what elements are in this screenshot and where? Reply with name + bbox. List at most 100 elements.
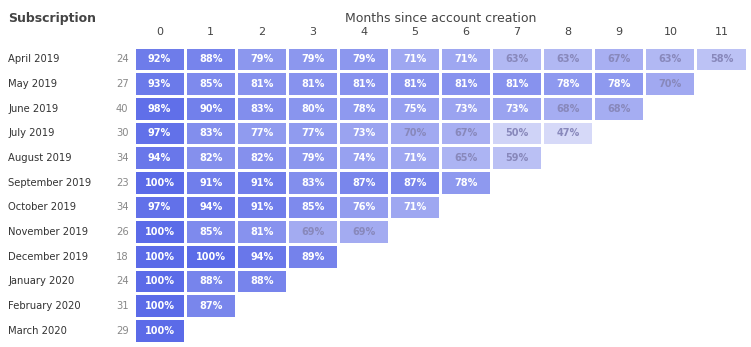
Text: 78%: 78% [454, 178, 478, 188]
Bar [340, 73, 388, 95]
Bar [698, 49, 746, 70]
Text: 100%: 100% [144, 252, 174, 262]
Text: 69%: 69% [352, 227, 376, 237]
Text: 98%: 98% [148, 104, 171, 114]
Text: 34: 34 [116, 153, 128, 163]
Text: August 2019: August 2019 [8, 153, 71, 163]
Bar [135, 320, 183, 341]
Text: 87%: 87% [403, 178, 427, 188]
Text: 81%: 81% [301, 79, 324, 89]
Text: 94%: 94% [148, 153, 171, 163]
Bar [391, 98, 439, 119]
Text: February 2020: February 2020 [8, 301, 80, 311]
Bar [186, 246, 234, 268]
Bar [237, 221, 285, 243]
Bar [186, 73, 234, 95]
Bar [135, 271, 183, 292]
Text: 90%: 90% [199, 104, 222, 114]
Bar [186, 172, 234, 194]
Bar [288, 221, 337, 243]
Text: 85%: 85% [301, 202, 324, 212]
Text: 87%: 87% [199, 301, 222, 311]
Text: May 2019: May 2019 [8, 79, 57, 89]
Bar [493, 147, 541, 169]
Text: 88%: 88% [250, 276, 273, 286]
Bar [647, 49, 695, 70]
Bar [442, 147, 490, 169]
Text: 88%: 88% [199, 276, 222, 286]
Text: 100%: 100% [144, 178, 174, 188]
Text: 9: 9 [616, 27, 623, 37]
Bar [237, 122, 285, 144]
Bar [186, 196, 234, 218]
Text: 27: 27 [116, 79, 128, 89]
Bar [340, 221, 388, 243]
Bar [135, 221, 183, 243]
Text: 91%: 91% [250, 202, 273, 212]
Text: 10: 10 [663, 27, 677, 37]
Text: 78%: 78% [608, 79, 631, 89]
Bar [186, 295, 234, 317]
Text: 83%: 83% [250, 104, 273, 114]
Text: 73%: 73% [505, 104, 529, 114]
Text: 29: 29 [116, 326, 128, 336]
Text: 81%: 81% [250, 79, 273, 89]
Text: 91%: 91% [199, 178, 222, 188]
Text: 71%: 71% [403, 54, 427, 64]
Text: 63%: 63% [659, 54, 682, 64]
Bar [186, 49, 234, 70]
Bar [647, 73, 695, 95]
Bar [493, 122, 541, 144]
Bar [186, 122, 234, 144]
Bar [186, 147, 234, 169]
Text: 78%: 78% [352, 104, 376, 114]
Bar [596, 73, 644, 95]
Text: 100%: 100% [144, 227, 174, 237]
Bar [391, 122, 439, 144]
Text: 81%: 81% [403, 79, 427, 89]
Text: 1: 1 [207, 27, 214, 37]
Text: 24: 24 [116, 54, 128, 64]
Bar [442, 49, 490, 70]
Bar [596, 49, 644, 70]
Bar [391, 49, 439, 70]
Text: 6: 6 [463, 27, 469, 37]
Bar [288, 147, 337, 169]
Text: 18: 18 [116, 252, 128, 262]
Text: 75%: 75% [403, 104, 427, 114]
Text: 81%: 81% [352, 79, 376, 89]
Text: 74%: 74% [352, 153, 376, 163]
Text: 92%: 92% [148, 54, 171, 64]
Text: 30: 30 [116, 128, 128, 138]
Bar [237, 172, 285, 194]
Text: 100%: 100% [195, 252, 225, 262]
Text: 0: 0 [156, 27, 163, 37]
Text: 58%: 58% [710, 54, 733, 64]
Bar [186, 221, 234, 243]
Text: 79%: 79% [352, 54, 376, 64]
Text: 97%: 97% [148, 202, 171, 212]
Bar [493, 73, 541, 95]
Text: 81%: 81% [250, 227, 273, 237]
Bar [288, 196, 337, 218]
Text: 100%: 100% [144, 276, 174, 286]
Bar [391, 73, 439, 95]
Text: 76%: 76% [352, 202, 376, 212]
Text: 47%: 47% [556, 128, 580, 138]
Text: 4: 4 [360, 27, 367, 37]
Bar [391, 147, 439, 169]
Text: 67%: 67% [454, 128, 478, 138]
Text: 85%: 85% [199, 227, 222, 237]
Text: 94%: 94% [250, 252, 273, 262]
Text: 69%: 69% [301, 227, 324, 237]
Text: 65%: 65% [454, 153, 478, 163]
Bar [544, 73, 593, 95]
Text: 77%: 77% [250, 128, 273, 138]
Text: 77%: 77% [301, 128, 324, 138]
Text: April 2019: April 2019 [8, 54, 59, 64]
Bar [186, 271, 234, 292]
Text: 78%: 78% [556, 79, 580, 89]
Bar [237, 49, 285, 70]
Text: 100%: 100% [144, 301, 174, 311]
Text: 71%: 71% [454, 54, 478, 64]
